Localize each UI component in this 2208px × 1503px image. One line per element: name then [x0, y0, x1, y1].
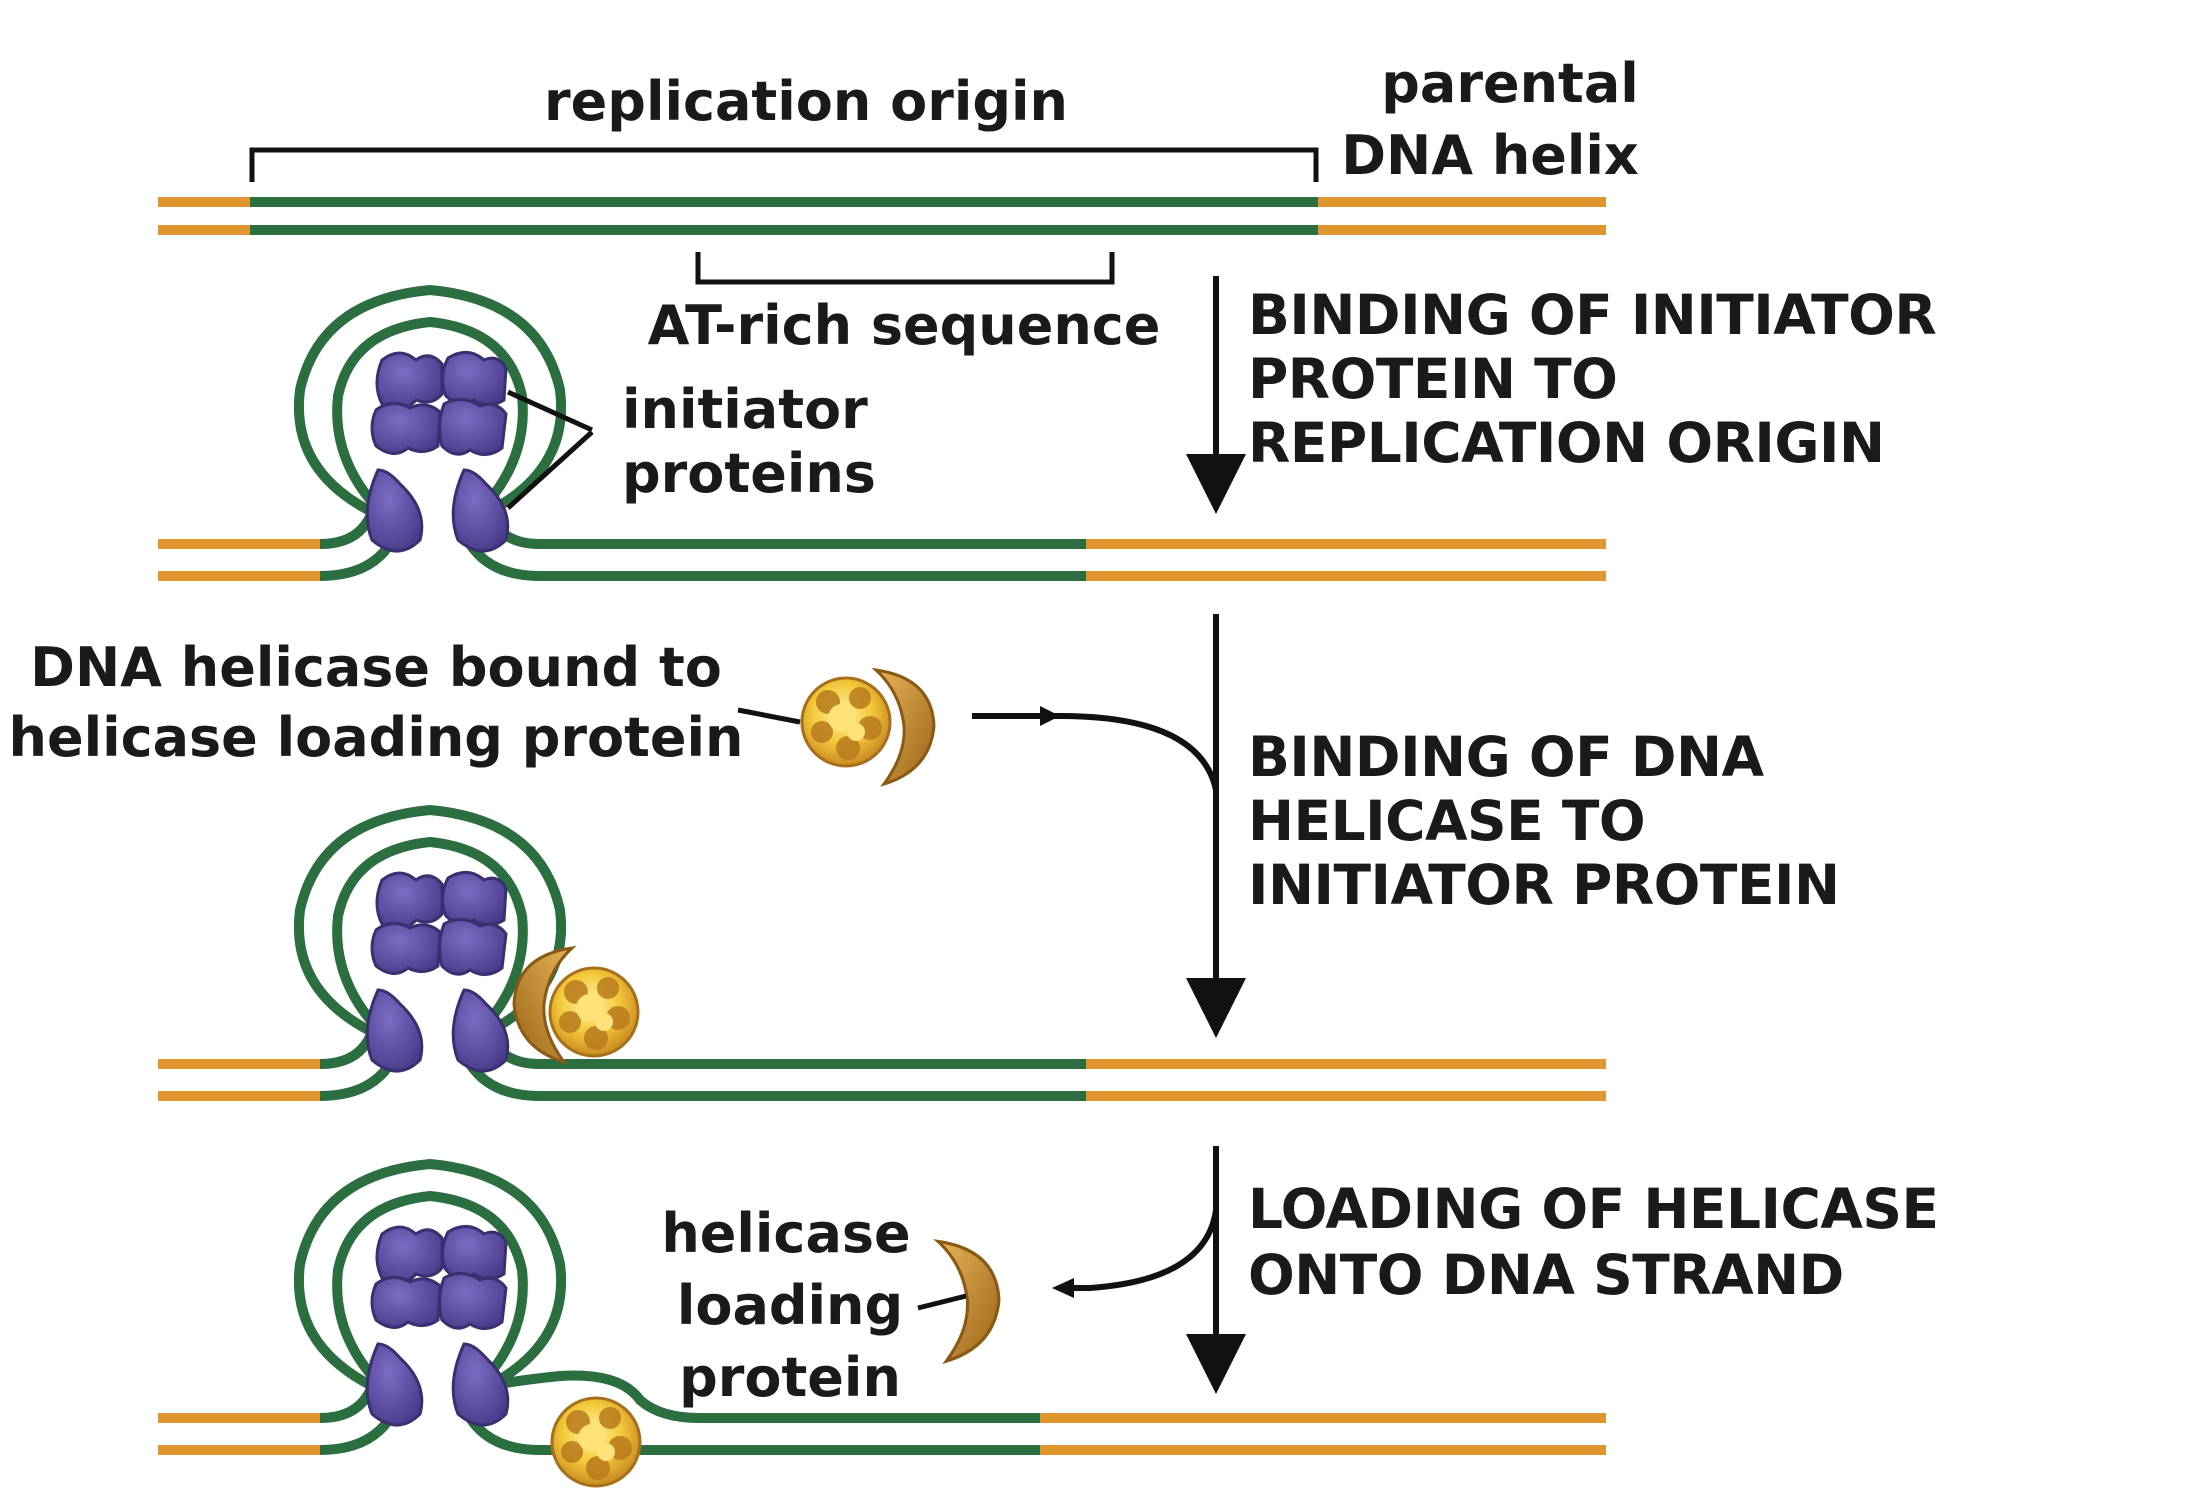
initiator-label-line2: proteins — [622, 442, 876, 505]
helicase-with-loader — [800, 668, 936, 786]
loading-label-line3: protein — [679, 1346, 901, 1409]
replication-origin-label: replication origin — [544, 70, 1068, 133]
at-rich-bracket — [695, 252, 1115, 285]
step-1-line-1: BINDING OF INITIATOR — [1248, 283, 1936, 347]
parental-label-line1: parental — [1381, 52, 1639, 115]
loading-label-line1: helicase — [661, 1202, 910, 1265]
loader-pointer — [917, 1293, 967, 1311]
step-3-line-1: LOADING OF HELICASE — [1248, 1177, 1939, 1241]
helicase-bound-pointer — [737, 707, 801, 725]
helicase-join-arrow — [972, 713, 1219, 791]
at-rich-label: AT-rich sequence — [648, 294, 1161, 357]
panel-helicase-loaded — [158, 1158, 1606, 1488]
helicase-bound-label-line1: DNA helicase bound to — [30, 636, 722, 699]
panel-initiator-binding — [158, 284, 1606, 581]
initiator-protein-complex — [365, 350, 510, 553]
step-1-line-2: PROTEIN TO — [1248, 347, 1617, 411]
parental-dna-helix — [158, 197, 1606, 235]
step-2-line-1: BINDING OF DNA — [1248, 725, 1765, 789]
loading-label-line2: loading — [677, 1274, 903, 1337]
helicase-bound-label-line2: helicase loading protein — [9, 706, 744, 769]
replication-origin-bracket — [249, 147, 1319, 182]
step-2-line-2: HELICASE TO — [1248, 789, 1645, 853]
panel-helicase-binding — [158, 804, 1606, 1101]
parental-label-line2: DNA helix — [1341, 124, 1639, 187]
step-2-line-3: INITIATOR PROTEIN — [1248, 853, 1840, 917]
loader-release-arrow — [1060, 1209, 1219, 1291]
step-3-line-2: ONTO DNA STRAND — [1248, 1243, 1844, 1307]
initiator-label-line1: initiator — [622, 378, 868, 441]
step-1-line-3: REPLICATION ORIGIN — [1248, 411, 1885, 475]
